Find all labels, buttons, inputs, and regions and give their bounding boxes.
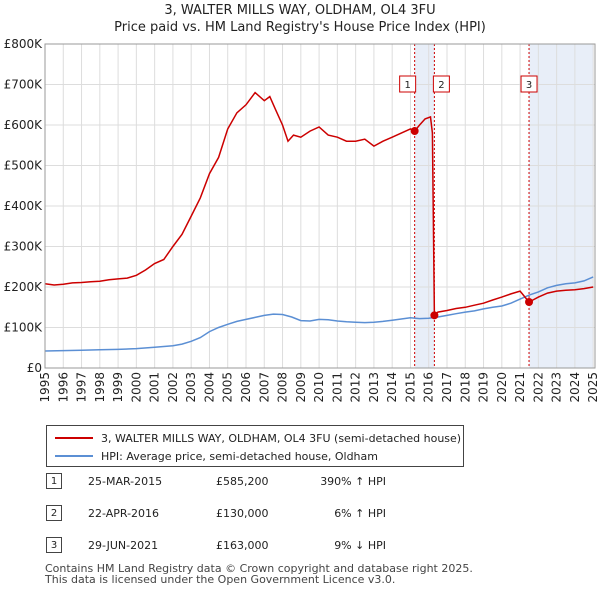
x-tick-label: 2005 <box>221 372 235 403</box>
legend-hpi-label: HPI: Average price, semi-detached house,… <box>101 449 378 463</box>
sale-number-badge: 1 <box>46 473 62 489</box>
x-tick-label: 2007 <box>257 372 271 403</box>
x-tick-label: 2023 <box>550 372 564 403</box>
sale-date: 29-JUN-2021 <box>88 539 159 552</box>
x-tick-label: 1995 <box>38 372 52 403</box>
sale-label-box: 2 <box>432 75 450 93</box>
x-tick-label: 2022 <box>531 372 545 403</box>
x-tick-label: 2021 <box>513 372 527 403</box>
property-price-line <box>44 91 594 318</box>
x-tick-label: 2014 <box>385 372 399 403</box>
x-tick-label: 2017 <box>440 372 454 403</box>
footer-licence: This data is licensed under the Open Gov… <box>45 573 396 586</box>
sale-price: £585,200 <box>216 475 269 488</box>
x-tick-label: 2020 <box>495 372 509 403</box>
x-tick-label: 2009 <box>294 372 308 403</box>
legend-item-hpi: HPI: Average price, semi-detached house,… <box>55 448 378 464</box>
sale-price: £163,000 <box>216 539 269 552</box>
sale-point <box>525 297 534 306</box>
y-tick-label: £600K <box>4 118 44 132</box>
sale-label-text: 2 <box>438 80 444 91</box>
x-tick-label: 2015 <box>403 372 417 403</box>
x-tick-label: 1999 <box>111 372 125 403</box>
sale-date: 22-APR-2016 <box>88 507 160 520</box>
y-tick-label: £700K <box>4 78 44 92</box>
sale-point <box>410 126 419 135</box>
x-tick-label: 2010 <box>312 372 326 403</box>
legend-item-property: 3, WALTER MILLS WAY, OLDHAM, OL4 3FU (se… <box>55 430 461 446</box>
x-tick-label: 2000 <box>129 372 143 403</box>
x-tick-label: 2004 <box>202 372 216 403</box>
legend-hpi-swatch <box>55 455 93 457</box>
x-tick-label: 2019 <box>477 372 491 403</box>
x-tick-label: 2018 <box>458 372 472 403</box>
sale-point <box>430 311 439 320</box>
sale-label-box: 3 <box>520 75 538 93</box>
sale-number-badge: 2 <box>46 505 62 521</box>
y-tick-label: £100K <box>4 321 44 335</box>
legend-property-swatch <box>55 437 93 439</box>
x-tick-label: 2013 <box>367 372 381 403</box>
y-tick-label: £400K <box>4 199 44 213</box>
sale-hpi-change: 9% ↓ HPI <box>334 539 386 552</box>
legend: 3, WALTER MILLS WAY, OLDHAM, OL4 3FU (se… <box>46 425 464 467</box>
x-tick-label: 2006 <box>239 372 253 403</box>
sale-hpi-change: 390% ↑ HPI <box>320 475 386 488</box>
x-tick-label: 2025 <box>586 372 600 403</box>
sale-label-box: 1 <box>399 75 417 93</box>
y-tick-label: £800K <box>4 37 44 51</box>
x-tick-label: 2012 <box>349 372 363 403</box>
sale-label-frame <box>520 75 538 93</box>
footer-copyright: Contains HM Land Registry data © Crown c… <box>45 562 473 575</box>
plot-border <box>44 43 596 369</box>
legend-property-label: 3, WALTER MILLS WAY, OLDHAM, OL4 3FU (se… <box>101 431 462 445</box>
sale-hpi-change: 6% ↑ HPI <box>334 507 386 520</box>
x-tick-label: 1996 <box>56 372 70 403</box>
x-tick-label: 2002 <box>166 372 180 403</box>
x-tick-label: 2003 <box>184 372 198 403</box>
price-chart: 1 2 3 £0 £100K £200K £300K £400K £500K £600K £700K… <box>4 37 600 403</box>
x-tick-label: 1997 <box>75 372 89 403</box>
x-tick-label: 2024 <box>568 372 582 403</box>
sale-label-text: 3 <box>526 80 532 91</box>
sale-date: 25-MAR-2015 <box>88 475 163 488</box>
sale-label-frame <box>399 75 417 93</box>
chart-subtitle: Price paid vs. HM Land Registry's House … <box>114 20 486 35</box>
sale-label-text: 1 <box>404 80 410 91</box>
sale-price: £130,000 <box>216 507 269 520</box>
x-tick-label: 2001 <box>148 372 162 403</box>
x-tick-label: 1998 <box>93 372 107 403</box>
sale-label-frame <box>432 75 450 93</box>
x-tick-label: 2016 <box>422 372 436 403</box>
y-tick-label: £500K <box>4 159 44 173</box>
y-tick-label: £300K <box>4 240 44 254</box>
sale-number-badge: 3 <box>46 537 62 553</box>
chart-title: 3, WALTER MILLS WAY, OLDHAM, OL4 3FU <box>164 3 436 18</box>
x-tick-label: 2011 <box>330 372 344 403</box>
y-tick-label: £200K <box>4 280 44 294</box>
y-tick-label: £0 <box>27 361 42 375</box>
x-tick-label: 2008 <box>276 372 290 403</box>
hpi-line <box>44 276 594 352</box>
